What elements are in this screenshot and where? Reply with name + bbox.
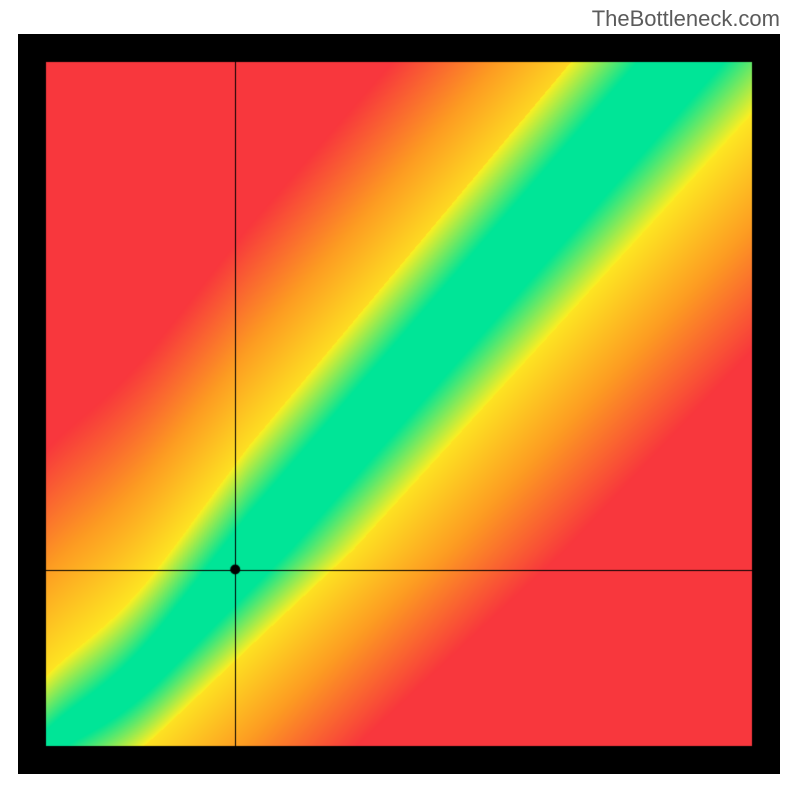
watermark-text: TheBottleneck.com: [592, 6, 780, 32]
root: TheBottleneck.com: [0, 0, 800, 800]
chart-frame: [18, 34, 780, 774]
bottleneck-heatmap: [18, 34, 780, 774]
